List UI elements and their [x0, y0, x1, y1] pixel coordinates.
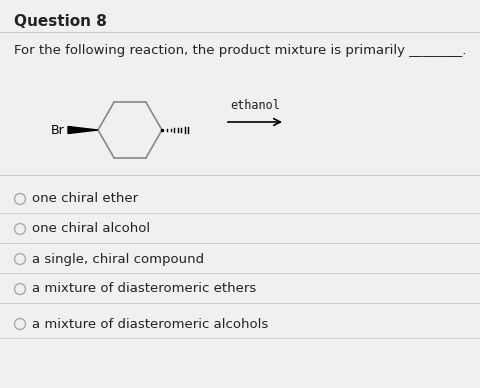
- Text: a mixture of diasteromeric alcohols: a mixture of diasteromeric alcohols: [33, 317, 268, 331]
- Text: Question 8: Question 8: [14, 14, 107, 29]
- Text: a single, chiral compound: a single, chiral compound: [33, 253, 204, 265]
- Text: ethanol: ethanol: [229, 99, 279, 112]
- Text: a mixture of diasteromeric ethers: a mixture of diasteromeric ethers: [33, 282, 256, 296]
- Text: one chiral alcohol: one chiral alcohol: [33, 222, 150, 236]
- Polygon shape: [68, 126, 98, 133]
- Text: one chiral ether: one chiral ether: [33, 192, 138, 206]
- Text: Br: Br: [51, 123, 65, 137]
- Text: For the following reaction, the product mixture is primarily ________.: For the following reaction, the product …: [14, 44, 466, 57]
